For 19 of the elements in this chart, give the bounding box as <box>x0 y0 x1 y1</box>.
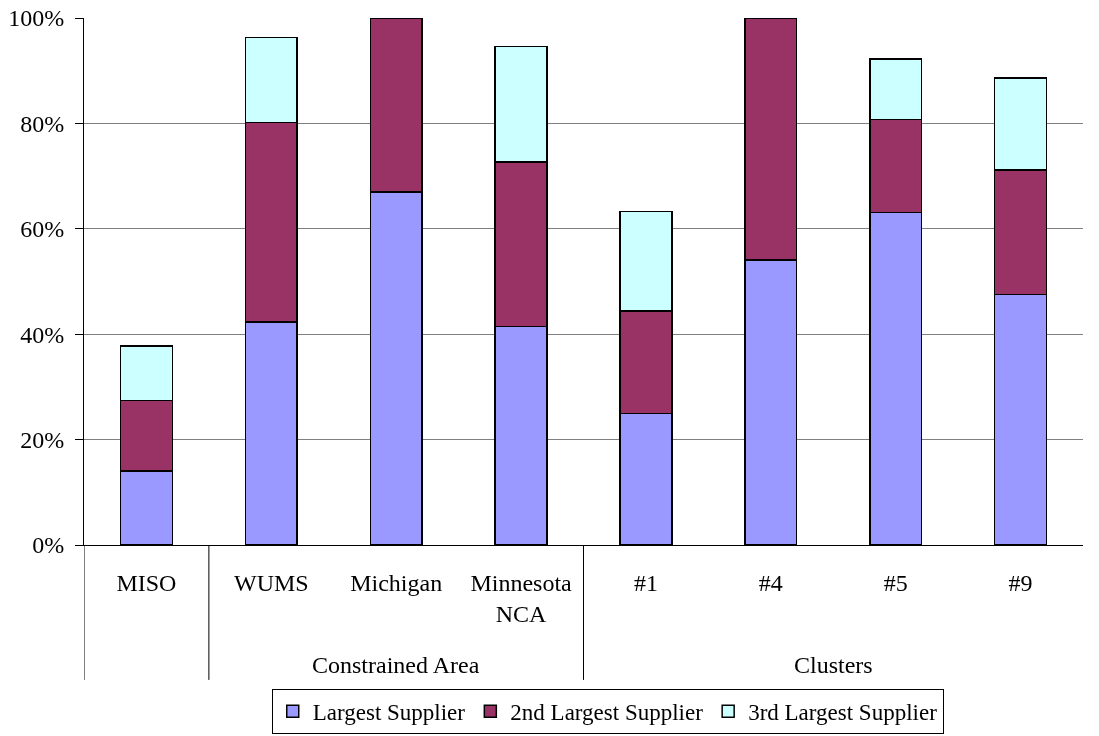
legend-label: Largest Supplier <box>312 700 466 726</box>
y-tick-label: 60% <box>20 216 65 243</box>
x-tick-label: WUMS <box>233 569 309 596</box>
y-tick-label: 0% <box>32 532 65 559</box>
x-tick-label: #5 <box>883 569 908 596</box>
x-tick-label: #4 <box>758 569 783 596</box>
x-tick-label: #1 <box>633 569 658 596</box>
x-tick-label: Michigan <box>350 569 443 596</box>
x-tick-label: MISO <box>116 569 177 596</box>
legend-label: 2nd Largest Supplier <box>510 700 704 726</box>
y-tick-label: 80% <box>20 110 65 137</box>
y-tick-label: 40% <box>20 321 65 348</box>
x-tick-label: Minnesota NCA <box>470 569 573 627</box>
y-tick-label: 100% <box>8 5 65 32</box>
x-tick-label: #9 <box>1008 569 1033 596</box>
text: Constrained Area <box>312 652 480 678</box>
text: Clusters <box>794 652 873 678</box>
y-tick-label: 20% <box>20 427 65 453</box>
legend-label: 3rd Largest Supplier <box>748 700 938 726</box>
